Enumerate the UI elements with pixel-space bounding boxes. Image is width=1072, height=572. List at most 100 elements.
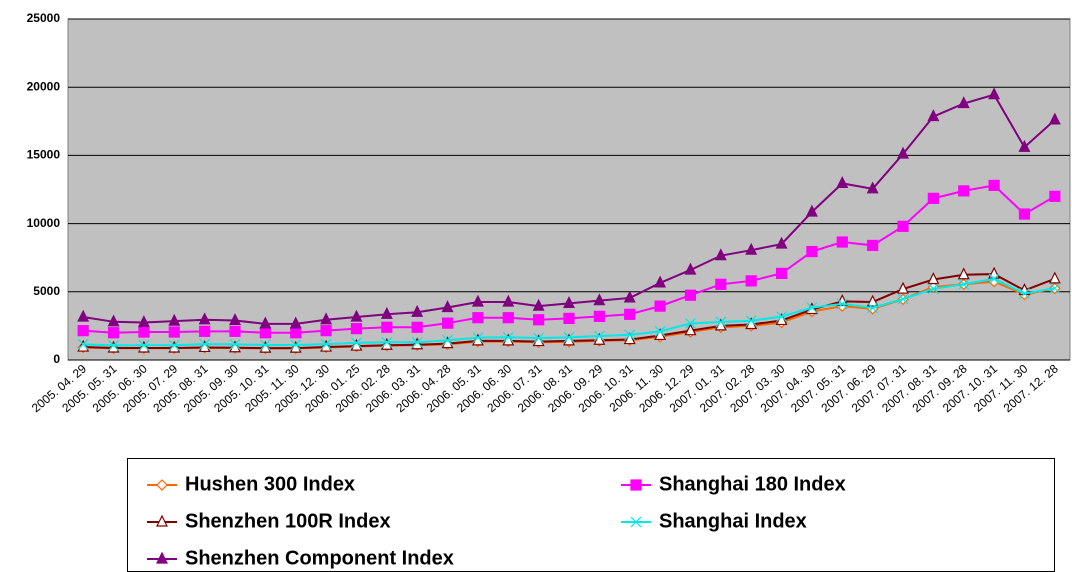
marker — [471, 294, 484, 307]
marker — [502, 294, 515, 307]
marker — [685, 318, 696, 329]
marker — [957, 96, 970, 109]
marker — [168, 326, 180, 338]
marker — [1019, 288, 1030, 299]
legend-label: Shenzhen Component Index — [185, 547, 454, 569]
marker — [836, 236, 848, 248]
marker — [775, 236, 788, 249]
marker — [442, 334, 453, 346]
marker — [533, 314, 545, 326]
legend-marker — [156, 514, 168, 527]
marker — [168, 339, 180, 351]
y-tick-label: 5000 — [33, 284, 60, 298]
marker — [684, 289, 697, 301]
marker — [836, 294, 849, 306]
marker — [137, 315, 150, 328]
marker — [381, 336, 393, 348]
marker — [654, 300, 666, 312]
legend — [127, 458, 1055, 572]
marker — [684, 323, 697, 336]
marker — [259, 339, 271, 351]
marker — [867, 302, 879, 314]
marker — [198, 312, 211, 325]
marker — [472, 312, 484, 324]
marker — [563, 312, 575, 324]
marker — [441, 317, 454, 329]
marker — [229, 338, 241, 350]
marker — [897, 146, 909, 159]
marker — [836, 176, 849, 188]
marker — [320, 338, 332, 350]
marker — [836, 298, 848, 310]
marker — [927, 109, 940, 122]
marker — [654, 275, 667, 288]
marker — [988, 87, 1001, 100]
marker — [623, 290, 636, 303]
marker — [533, 332, 545, 344]
marker — [624, 308, 636, 320]
marker — [77, 309, 90, 322]
marker — [229, 325, 241, 337]
marker — [290, 339, 302, 351]
marker — [77, 325, 89, 337]
marker — [320, 312, 333, 325]
marker — [1049, 190, 1061, 202]
marker — [593, 293, 606, 306]
marker — [867, 239, 879, 252]
marker — [350, 309, 363, 322]
marker — [927, 272, 940, 285]
marker — [107, 340, 120, 353]
y-tick-label: 10000 — [27, 216, 61, 230]
marker — [988, 179, 1000, 192]
marker — [502, 312, 514, 324]
marker — [593, 330, 605, 342]
marker — [411, 337, 424, 350]
marker — [532, 298, 545, 311]
marker — [259, 316, 272, 329]
marker — [866, 181, 879, 194]
marker — [259, 327, 271, 339]
marker — [229, 313, 241, 326]
marker — [805, 204, 818, 217]
marker — [411, 304, 424, 317]
marker — [745, 275, 757, 287]
marker — [411, 336, 423, 348]
y-tick-label: 25000 — [27, 11, 61, 25]
legend-marker — [156, 479, 168, 491]
marker — [441, 300, 454, 313]
marker — [958, 185, 970, 197]
marker — [745, 315, 757, 327]
marker — [958, 278, 970, 290]
y-tick-label: 20000 — [27, 79, 61, 93]
marker — [684, 262, 697, 275]
marker — [715, 316, 727, 328]
marker — [1048, 112, 1061, 125]
marker — [927, 283, 939, 295]
marker — [1018, 208, 1031, 220]
marker — [897, 293, 909, 305]
marker — [77, 338, 89, 350]
legend-label: Hushen 300 Index — [185, 473, 355, 495]
legend-marker — [156, 551, 168, 564]
y-tick-label: 0 — [53, 352, 60, 366]
marker — [1018, 139, 1031, 152]
marker — [775, 267, 788, 279]
marker — [290, 327, 302, 339]
marker — [654, 325, 666, 337]
marker — [806, 302, 818, 314]
marker — [897, 220, 909, 232]
legend-marker — [630, 516, 642, 528]
marker — [289, 316, 302, 329]
marker — [351, 337, 362, 349]
marker — [411, 321, 423, 333]
marker — [897, 281, 909, 294]
marker — [502, 331, 514, 343]
marker — [988, 273, 1000, 285]
y-tick-label: 15000 — [27, 148, 61, 162]
marker — [714, 248, 727, 261]
marker — [1048, 271, 1061, 284]
marker — [138, 339, 150, 351]
marker — [623, 332, 636, 345]
plot-area — [67, 18, 1071, 361]
